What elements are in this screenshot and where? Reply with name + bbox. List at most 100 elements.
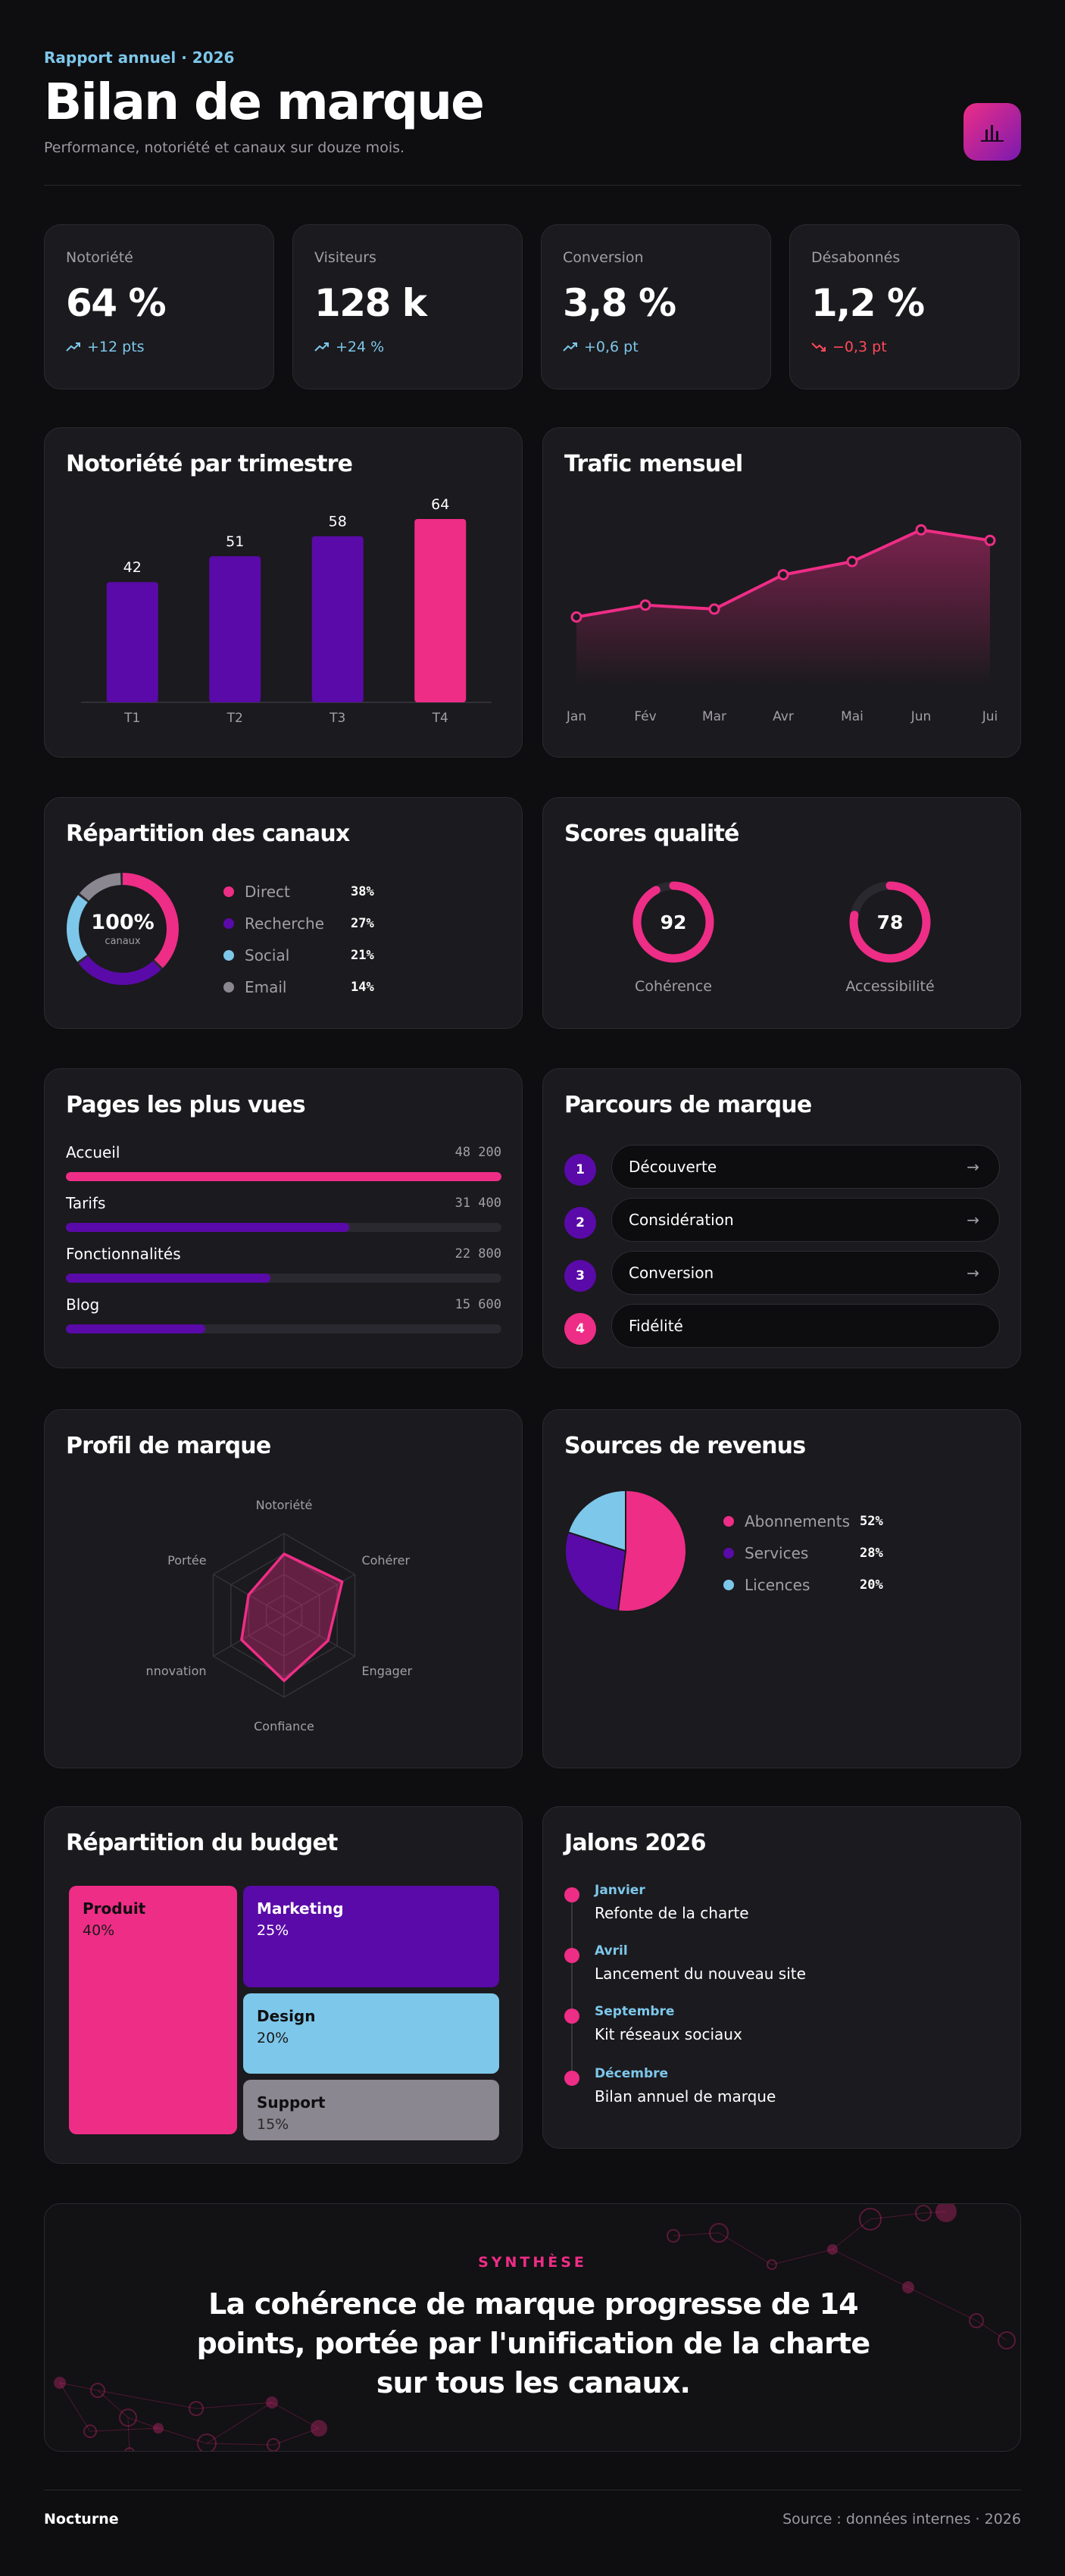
- quality-card: Scores qualité 92 Cohérence 78 Accessibilit…: [542, 797, 1021, 1029]
- radar-series-area: [240, 1552, 344, 1683]
- list-item[interactable]: Fonctionnalités 22 800: [66, 1243, 501, 1283]
- kpi-value: 64 %: [66, 281, 167, 325]
- legend-label: Services: [745, 1544, 809, 1562]
- network-link: [127, 2417, 130, 2451]
- tile-name: Produit: [83, 1899, 146, 1918]
- network-node: [935, 2204, 957, 2222]
- network-node: [902, 2281, 914, 2293]
- legend-swatch: [223, 918, 234, 929]
- page-subtitle: Performance, notoriété et canaux sur dou…: [44, 139, 405, 156]
- network-link: [923, 2211, 947, 2214]
- page-views: 31 400: [454, 1196, 501, 1211]
- journey-step-pill[interactable]: Fidélité: [611, 1304, 1000, 1348]
- network-link: [870, 2212, 924, 2220]
- network-node: [266, 2396, 278, 2409]
- milestone-month: Avril: [595, 1943, 628, 1959]
- x-tick-label: Jan: [566, 709, 586, 724]
- awareness-bar: [209, 556, 261, 702]
- page-views: 15 600: [454, 1297, 501, 1312]
- bar-data-label: 64: [431, 496, 449, 513]
- x-tick-label: Mar: [702, 709, 726, 724]
- kpi-label: Conversion: [563, 249, 644, 266]
- tile-value: 20%: [257, 2030, 289, 2046]
- gauge-label: Cohérence: [635, 978, 712, 995]
- network-link: [832, 2249, 909, 2288]
- donut-slice: [67, 873, 179, 985]
- radar-spoke: [283, 1615, 355, 1657]
- revenue-card: Sources de revenus Abonnements 52% Service…: [542, 1409, 1021, 1768]
- trend-up-icon: [563, 342, 577, 352]
- page-name: Blog: [66, 1296, 100, 1314]
- tile-name: Marketing: [257, 1899, 344, 1918]
- journey-step[interactable]: 3 Conversion →: [564, 1251, 1000, 1295]
- bar-data-label: 42: [123, 559, 142, 576]
- awareness-bar: [414, 519, 467, 702]
- milestones-title: Jalons 2026: [564, 1830, 706, 1856]
- legend-item: Recherche 27%: [223, 908, 374, 939]
- journey-step[interactable]: 1 Découverte →: [564, 1145, 1000, 1189]
- kpi-label: Visiteurs: [314, 249, 376, 266]
- rank-head: Tarifs 31 400: [66, 1193, 501, 1214]
- journey-step-pill[interactable]: Découverte →: [611, 1145, 1000, 1189]
- awareness-bar: [106, 582, 158, 702]
- gauge-label: Accessibilité: [845, 978, 934, 995]
- x-tick-label: T1: [123, 711, 140, 726]
- page-views: 22 800: [454, 1246, 501, 1261]
- traffic-point: [984, 534, 996, 546]
- tile-value: 25%: [257, 1922, 289, 1939]
- legend-swatch: [723, 1516, 734, 1527]
- network-node: [767, 2259, 777, 2270]
- donut-slice: [67, 873, 179, 985]
- kpi-card: Désabonnés 1,2 % −0,3 pt: [789, 224, 1020, 389]
- journey-step-number: 2: [564, 1207, 596, 1239]
- network-node: [998, 2331, 1016, 2349]
- budget-title: Répartition du budget: [66, 1830, 338, 1856]
- list-item[interactable]: Blog 15 600: [66, 1294, 501, 1333]
- progress-track: [66, 1223, 501, 1232]
- pie-slice: [617, 1489, 687, 1612]
- radar-axis-label: Cohérer: [361, 1553, 410, 1568]
- tile-value: 15%: [257, 2116, 289, 2133]
- network-link: [771, 2249, 833, 2265]
- network-link: [673, 2232, 720, 2237]
- network-link: [271, 2402, 320, 2429]
- legend-value: 27%: [351, 916, 374, 931]
- journey-step-label: Considération: [629, 1211, 734, 1229]
- treemap-tile[interactable]: Produit 40%: [69, 1886, 237, 2134]
- legend-value: 21%: [351, 948, 374, 963]
- kpi-delta-value: −0,3 pt: [832, 339, 887, 355]
- network-link: [907, 2287, 977, 2321]
- timeline-dot: [564, 1948, 579, 1963]
- journey-step-number: 3: [564, 1260, 596, 1292]
- treemap-tile[interactable]: Marketing 25%: [243, 1886, 499, 1987]
- channels-center-value: 100%: [91, 911, 155, 934]
- journey-card: Parcours de marque 1 Découverte → 2 Considér…: [542, 1068, 1021, 1368]
- footer-source: Source : données internes · 2026: [782, 2511, 1021, 2528]
- radar-axis-label: Confiance: [254, 1719, 314, 1733]
- journey-step-pill[interactable]: Conversion →: [611, 1251, 1000, 1295]
- gauge-fill: [849, 881, 931, 963]
- progress-fill: [66, 1274, 271, 1283]
- x-tick-label: Mai: [841, 709, 864, 724]
- network-link: [127, 2417, 159, 2429]
- timeline-dot: [564, 2009, 579, 2024]
- treemap-tile[interactable]: Support 15%: [243, 2080, 499, 2140]
- network-link: [273, 2428, 320, 2446]
- traffic-point: [708, 603, 720, 615]
- x-tick-label: Fév: [634, 709, 656, 724]
- journey-step-pill[interactable]: Considération →: [611, 1198, 1000, 1242]
- journey-step[interactable]: 4 Fidélité: [564, 1304, 1000, 1348]
- kpi-card: Notoriété 64 % +12 pts: [44, 224, 274, 389]
- list-item[interactable]: Accueil 48 200: [66, 1142, 501, 1181]
- radar-axis-label: Notoriété: [256, 1498, 313, 1512]
- network-link: [89, 2428, 159, 2432]
- network-link: [97, 2390, 197, 2409]
- list-item[interactable]: Tarifs 31 400: [66, 1193, 501, 1232]
- journey-step[interactable]: 2 Considération →: [564, 1198, 1000, 1242]
- revenue-pie-chart: [564, 1489, 687, 1612]
- bar-chart-icon[interactable]: [963, 103, 1021, 161]
- header-divider: [44, 185, 1021, 186]
- treemap-tile[interactable]: Design 20%: [243, 1993, 499, 2074]
- network-node: [859, 2208, 882, 2231]
- x-tick-label: Jui: [982, 709, 998, 724]
